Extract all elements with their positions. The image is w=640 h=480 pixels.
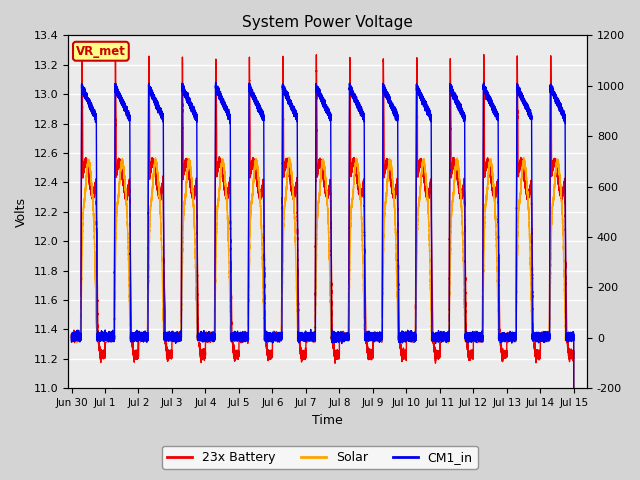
CM1_in: [331, 336, 339, 341]
CM1_in: [370, 334, 378, 340]
Solar: [331, 334, 339, 340]
23x Battery: [68, 333, 76, 339]
Line: Solar: Solar: [72, 157, 573, 480]
Solar: [438, 335, 445, 341]
Title: System Power Voltage: System Power Voltage: [242, 15, 413, 30]
Line: 23x Battery: 23x Battery: [72, 55, 573, 480]
23x Battery: [280, 171, 287, 177]
Solar: [285, 155, 293, 160]
CM1_in: [280, 86, 287, 92]
CM1_in: [212, 80, 220, 85]
23x Battery: [83, 159, 90, 165]
23x Battery: [100, 352, 108, 358]
Solar: [68, 335, 76, 341]
CM1_in: [100, 334, 108, 340]
Solar: [100, 335, 108, 341]
Solar: [83, 174, 90, 180]
CM1_in: [68, 334, 76, 340]
Solar: [370, 337, 378, 343]
CM1_in: [83, 91, 90, 97]
23x Battery: [480, 52, 488, 58]
23x Battery: [331, 352, 339, 358]
Text: VR_met: VR_met: [76, 45, 126, 58]
Y-axis label: Volts: Volts: [15, 197, 28, 227]
CM1_in: [438, 333, 445, 338]
Legend: 23x Battery, Solar, CM1_in: 23x Battery, Solar, CM1_in: [163, 446, 477, 469]
X-axis label: Time: Time: [312, 414, 343, 427]
23x Battery: [370, 335, 378, 340]
Line: CM1_in: CM1_in: [72, 83, 573, 480]
23x Battery: [438, 334, 445, 340]
Solar: [280, 224, 287, 229]
